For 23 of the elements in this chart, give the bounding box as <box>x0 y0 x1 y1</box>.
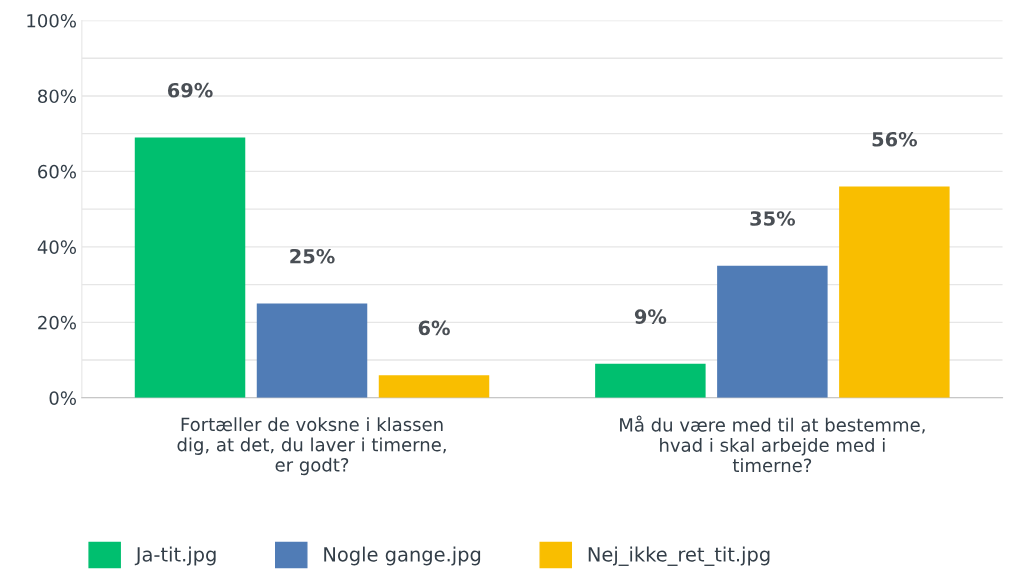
y-tick-label: 20% <box>38 315 76 330</box>
text: 56% <box>872 131 918 147</box>
legend-label: Nogle gange.jpg <box>324 546 481 566</box>
bar <box>256 303 368 398</box>
y-tick-label: 80% <box>38 89 76 104</box>
text: 6% <box>418 320 450 336</box>
x-tick-label: Fortæller de voksne i klassen dig, at det, du laver i timerne, er godt? <box>177 417 446 476</box>
text: 9% <box>634 309 667 324</box>
bar <box>839 186 950 398</box>
text: 25% <box>290 248 335 264</box>
text: 69% <box>167 82 213 98</box>
legend-label: Ja-tit.jpg <box>134 546 216 566</box>
text: 35% <box>750 211 796 226</box>
y-tick-label: 60% <box>38 164 76 179</box>
x-tick-label: Må du være med til at bestemme, hvad i skal arbejde med i timerne? <box>620 415 925 473</box>
bar <box>595 363 706 398</box>
bar <box>378 375 490 398</box>
y-tick-label: 0% <box>49 391 76 405</box>
y-tick-label: 40% <box>37 240 76 254</box>
bar <box>134 137 246 398</box>
y-tick-label: 100% <box>27 13 76 28</box>
bar <box>717 265 828 398</box>
legend-label: Nej_ikke_ret_tit.jpg <box>588 546 770 566</box>
